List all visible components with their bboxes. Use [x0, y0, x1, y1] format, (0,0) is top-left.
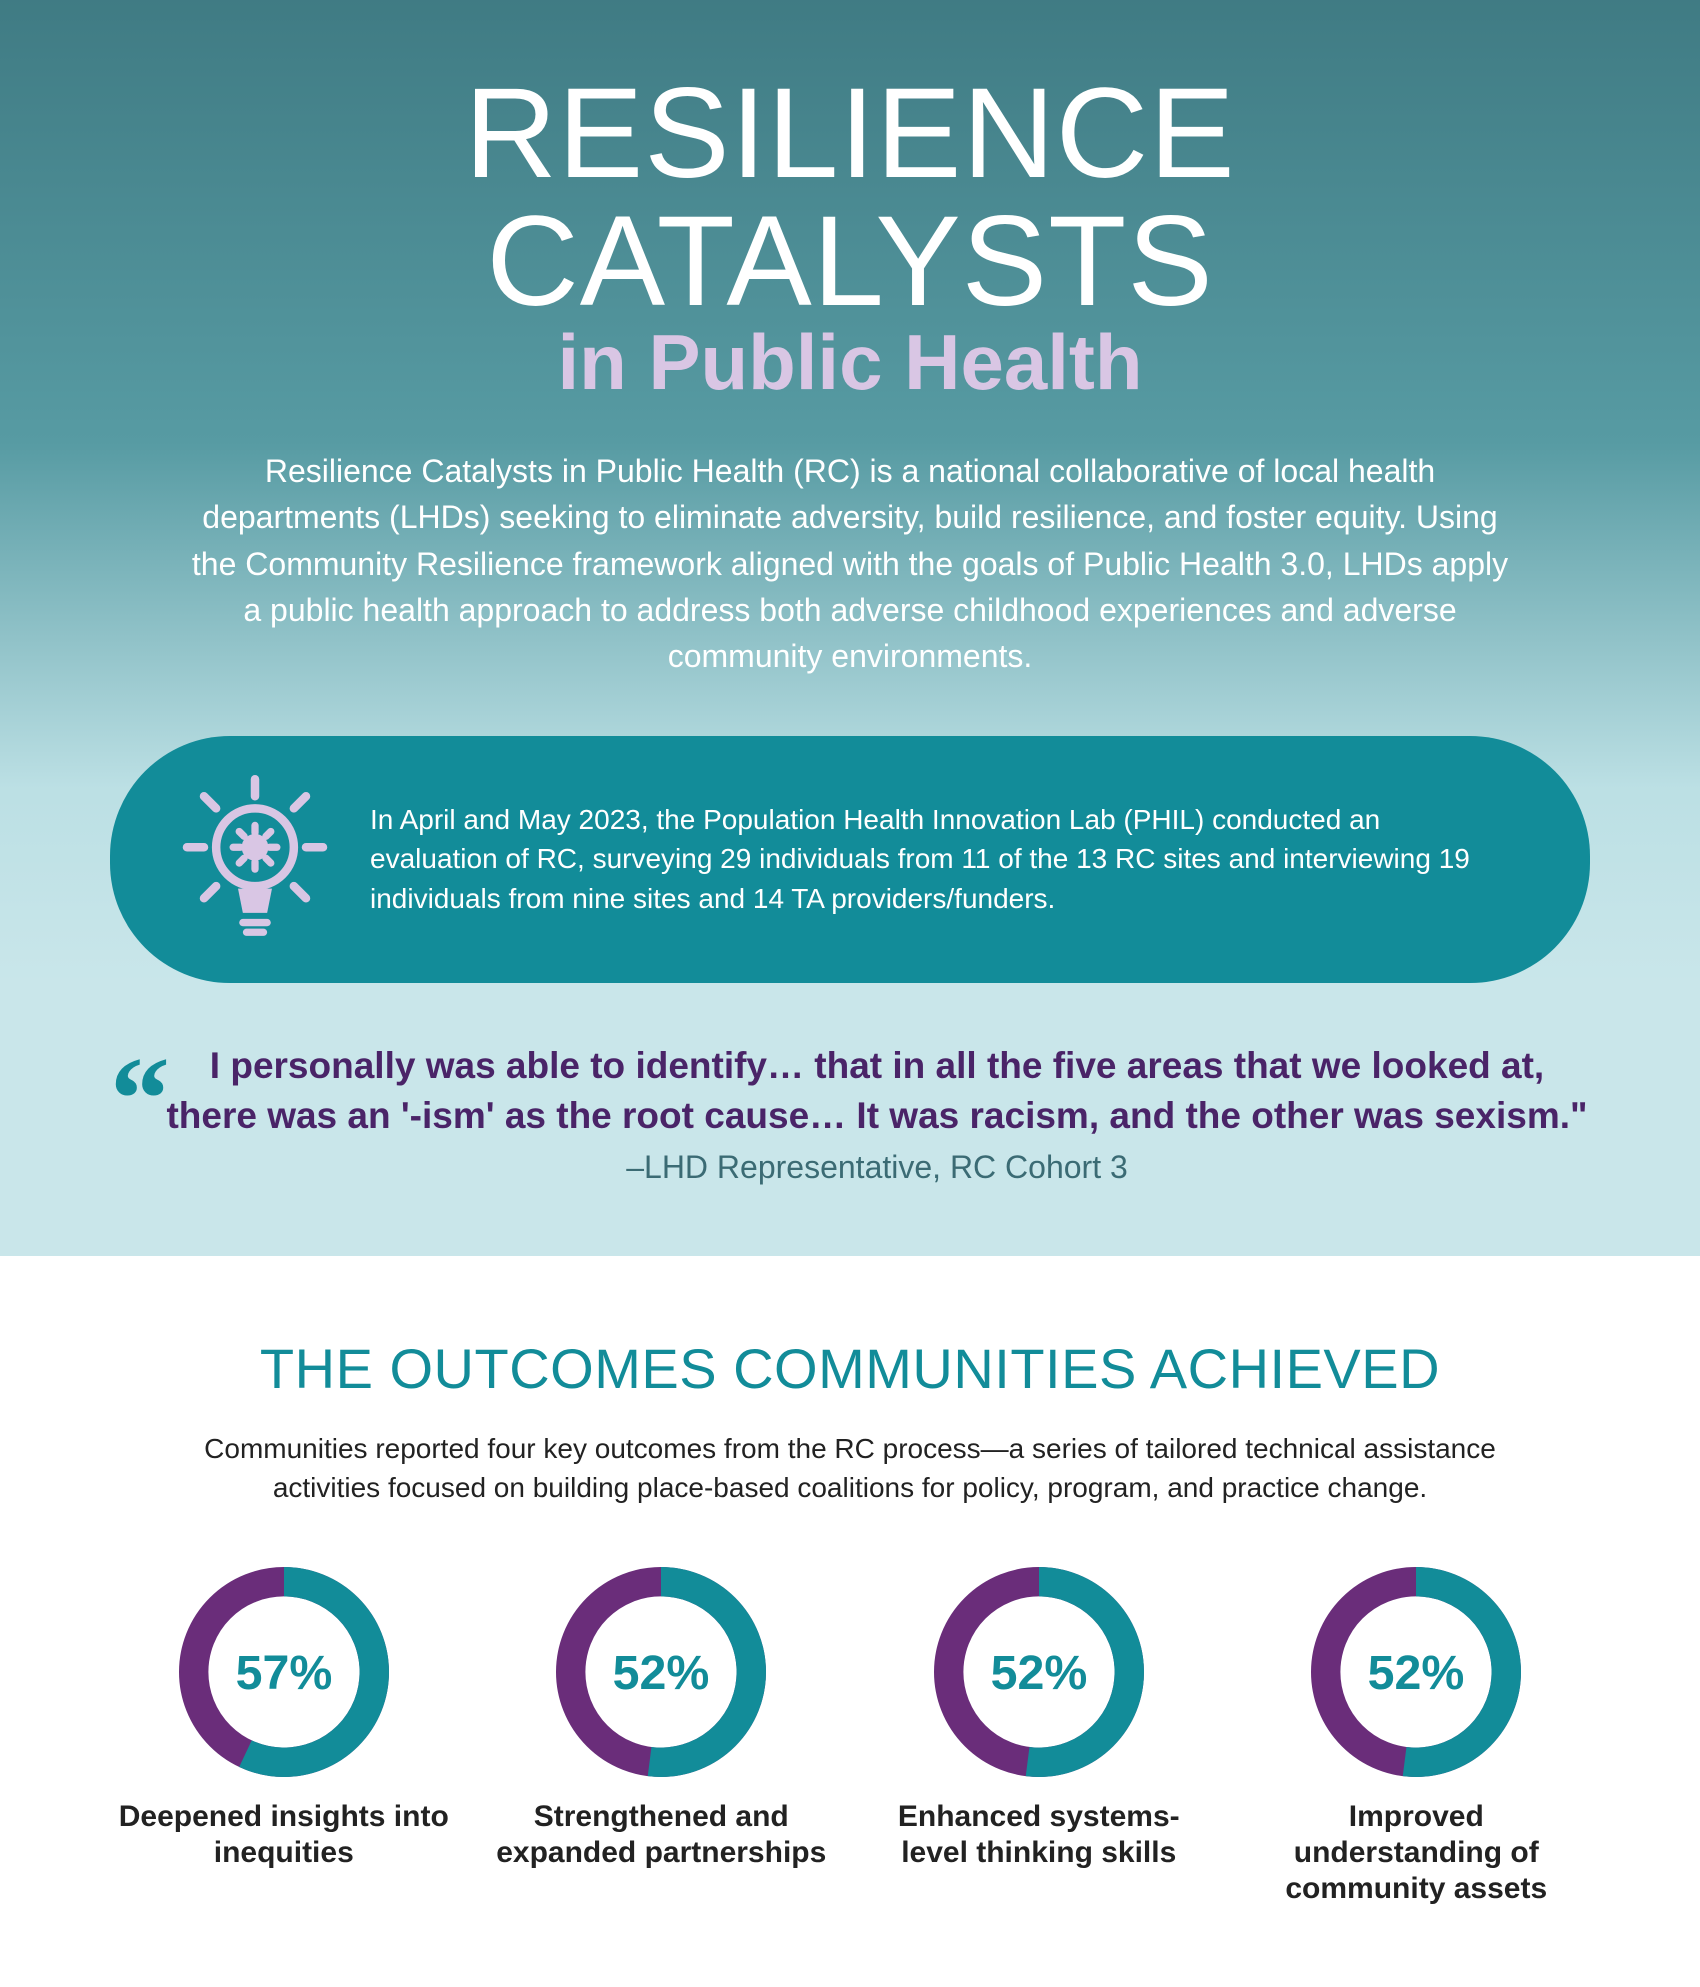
quote-text: I personally was able to identify… that …: [164, 1041, 1590, 1141]
svg-text:52%: 52%: [1368, 1646, 1465, 1700]
intro-paragraph: Resilience Catalysts in Public Health (R…: [190, 448, 1510, 680]
callout-wrap: In April and May 2023, the Population He…: [110, 680, 1590, 983]
quote-body: I personally was able to identify… that …: [164, 1041, 1590, 1186]
svg-text:52%: 52%: [613, 1646, 710, 1700]
outcomes-section: THE OUTCOMES COMMUNITIES ACHIEVED Commun…: [0, 1256, 1700, 1987]
outcome-donut-2: 52% Enhanced systems-level thinking skill…: [865, 1567, 1213, 1907]
outcome-label: Deepened insights into inequities: [114, 1799, 454, 1871]
outcome-donut-3: 52% Improved understanding of community a…: [1243, 1567, 1591, 1907]
outcomes-heading: THE OUTCOMES COMMUNITIES ACHIEVED: [110, 1336, 1590, 1401]
outcome-label: Enhanced systems-level thinking skills: [869, 1799, 1209, 1871]
outcomes-subtext: Communities reported four key outcomes f…: [160, 1429, 1540, 1507]
hero-section: RESILIENCE CATALYSTS in Public Health Re…: [0, 0, 1700, 983]
quote-attribution: –LHD Representative, RC Cohort 3: [164, 1149, 1590, 1186]
page-title: RESILIENCE CATALYSTS: [110, 70, 1590, 326]
outcome-label: Improved understanding of community asse…: [1246, 1799, 1586, 1907]
outcome-donut-0: 57% Deepened insights into inequities: [110, 1567, 458, 1907]
svg-text:57%: 57%: [235, 1646, 332, 1700]
quote-section: “ I personally was able to identify… tha…: [0, 983, 1700, 1256]
evaluation-callout: In April and May 2023, the Population He…: [110, 736, 1590, 983]
lightbulb-icon: [180, 772, 330, 947]
outcome-donut-1: 52% Strengthened and expanded partnership…: [488, 1567, 836, 1907]
callout-text: In April and May 2023, the Population He…: [370, 800, 1500, 919]
open-quote-icon: “: [110, 1069, 152, 1129]
svg-text:52%: 52%: [990, 1646, 1087, 1700]
page-subtitle: in Public Health: [110, 322, 1590, 404]
outcome-label: Strengthened and expanded partnerships: [491, 1799, 831, 1871]
donut-row: 57% Deepened insights into inequities 52% S…: [110, 1567, 1590, 1907]
